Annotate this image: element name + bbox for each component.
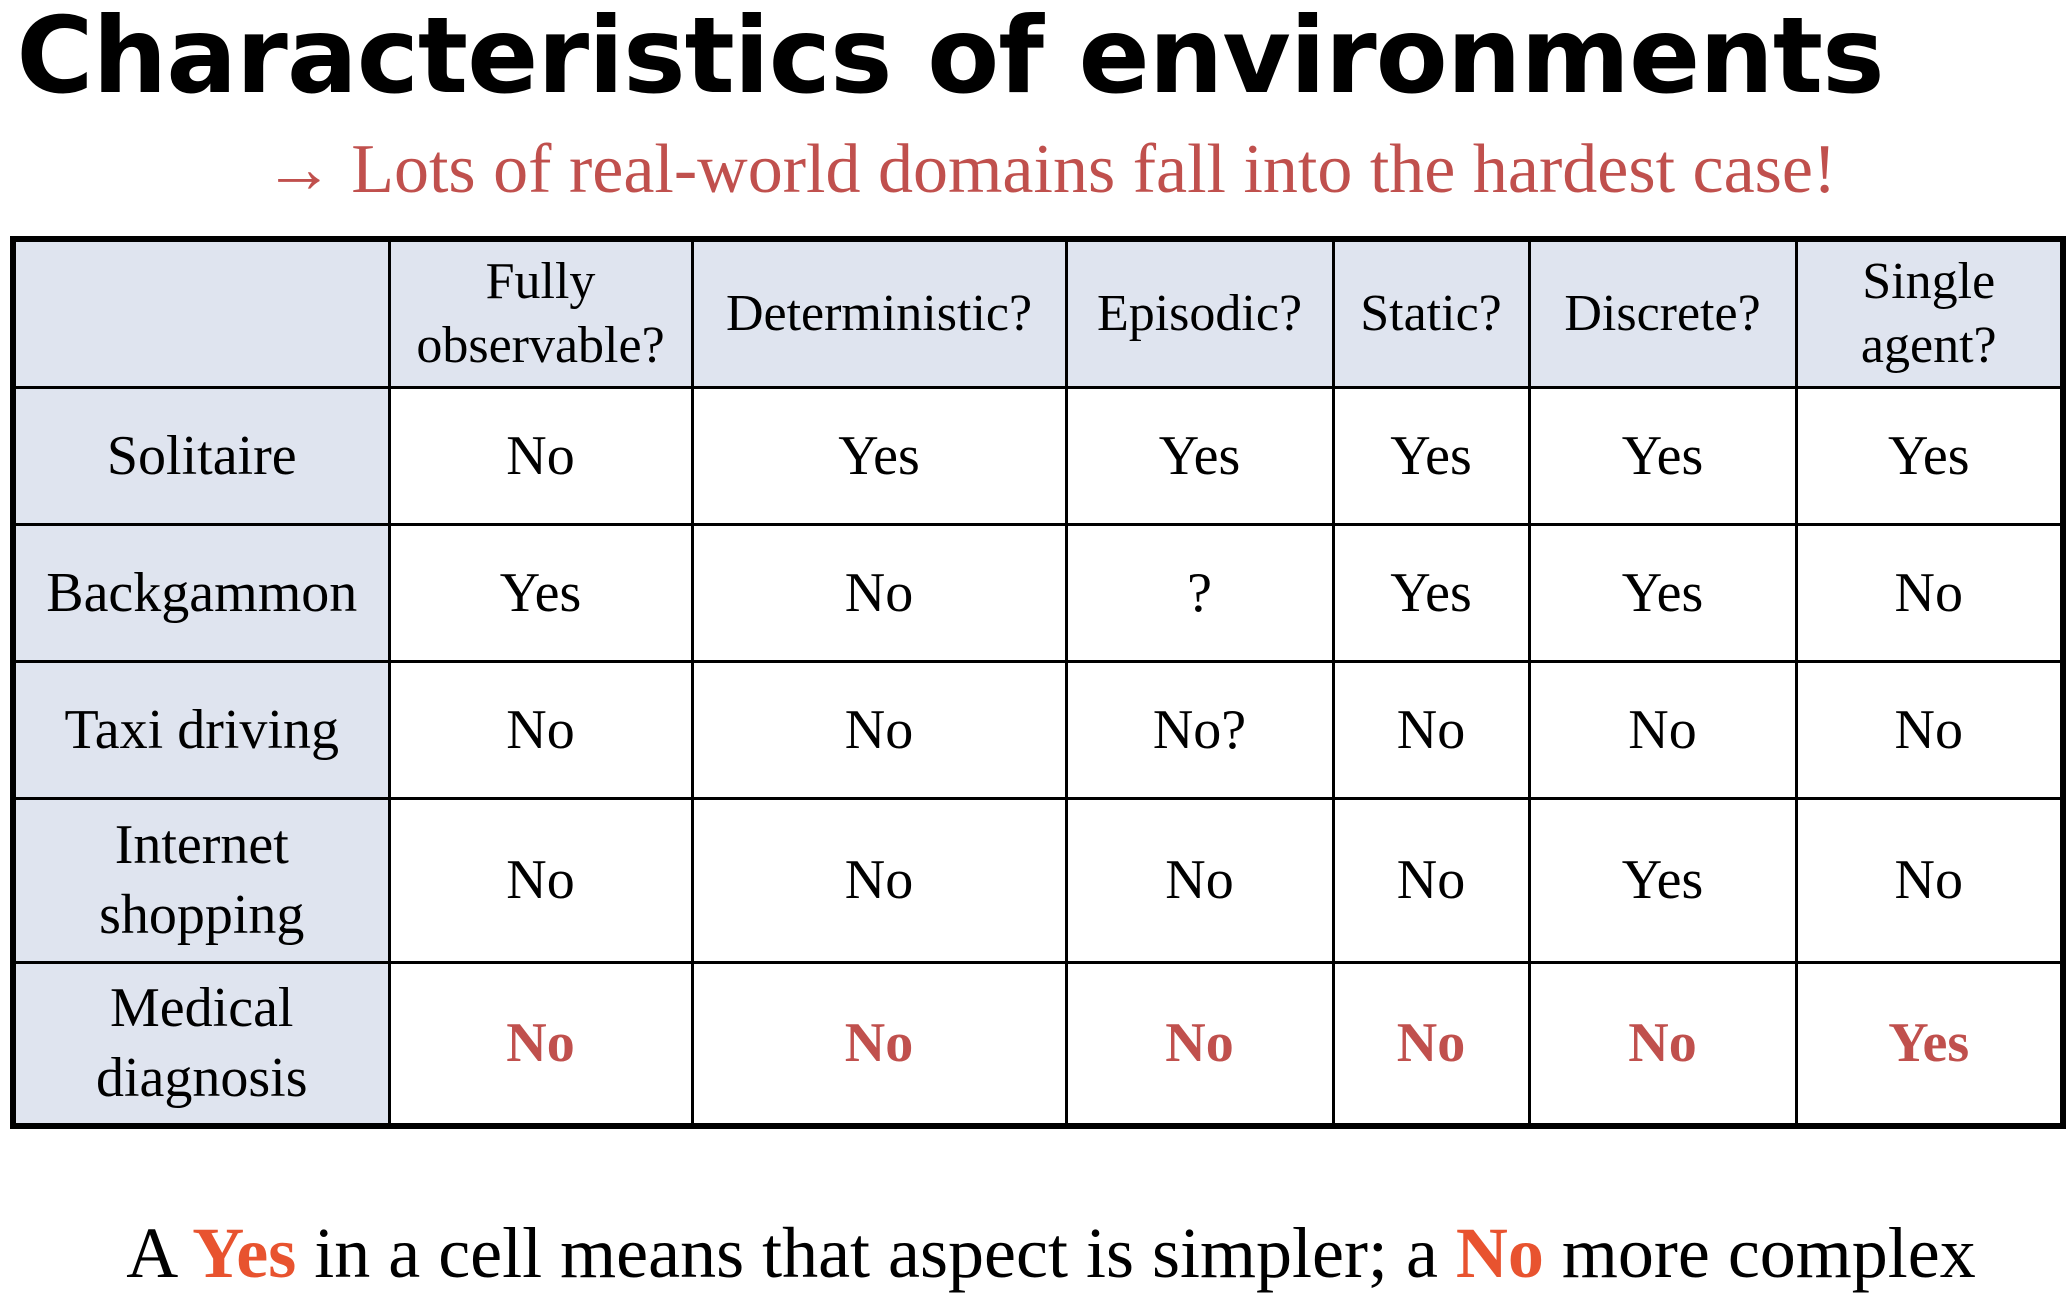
col-header-static: Static?	[1331, 237, 1531, 389]
row-header-internet-shopping: Internet shopping	[11, 796, 391, 964]
corner-cell	[11, 237, 391, 389]
table-cell: No	[690, 960, 1068, 1128]
table-cell: No	[1331, 796, 1531, 964]
footer-text: A	[126, 1213, 193, 1293]
table-cell: No	[690, 659, 1068, 800]
footer-note: A Yes in a cell means that aspect is sim…	[0, 1208, 2072, 1298]
table-cell: ?	[1064, 522, 1335, 663]
table-cell: Yes	[1064, 385, 1335, 526]
table-cell: Yes	[1527, 796, 1798, 964]
table-cell: Yes	[387, 522, 694, 663]
table-cell: No	[387, 385, 694, 526]
table-cell: No	[1794, 796, 2065, 964]
table-cell: Yes	[1331, 385, 1531, 526]
table-cell: Yes	[1794, 385, 2065, 526]
footer-text: in a cell means that aspect is simpler; …	[296, 1213, 1456, 1293]
table-row: Solitaire No Yes Yes Yes Yes Yes	[11, 385, 2065, 526]
col-header-discrete: Discrete?	[1527, 237, 1798, 389]
table-cell: Yes	[1527, 522, 1798, 663]
table-row-highlight: Medical diagnosis No No No No No Yes	[11, 960, 2065, 1128]
table-cell: Yes	[1527, 385, 1798, 526]
table-cell: No	[690, 796, 1068, 964]
table-cell: No	[690, 522, 1068, 663]
table-cell: No	[387, 659, 694, 800]
table-cell: Yes	[1331, 522, 1531, 663]
table-cell: No	[1794, 522, 2065, 663]
footer-yes-keyword: Yes	[192, 1213, 297, 1293]
table-row: Taxi driving No No No? No No No	[11, 659, 2065, 800]
table-cell: No	[1527, 659, 1798, 800]
table-row: Internet shopping No No No No Yes No	[11, 796, 2065, 964]
row-header-medical-diagnosis: Medical diagnosis	[11, 960, 391, 1128]
col-header-fully-observable: Fully observable?	[387, 237, 694, 389]
table-cell: No?	[1064, 659, 1335, 800]
footer-text: more complex	[1543, 1213, 1976, 1293]
page-title: Characteristics of environments	[16, 0, 1884, 117]
table-row: Backgammon Yes No ? Yes Yes No	[11, 522, 2065, 663]
table-cell: No	[1064, 796, 1335, 964]
table-cell: Yes	[1794, 960, 2065, 1128]
col-header-deterministic: Deterministic?	[690, 237, 1068, 389]
col-header-episodic: Episodic?	[1064, 237, 1335, 389]
row-header-backgammon: Backgammon	[11, 522, 391, 663]
subtitle: → Lots of real-world domains fall into t…	[263, 131, 1837, 208]
table-cell: No	[387, 960, 694, 1128]
table-cell: No	[1527, 960, 1798, 1128]
footer-no-keyword: No	[1455, 1213, 1544, 1293]
header-row: Fully observable? Deterministic? Episodic…	[11, 237, 2065, 389]
environment-table: Fully observable? Deterministic? Episodic…	[10, 236, 2066, 1129]
table-cell: No	[1331, 960, 1531, 1128]
table-cell: No	[1331, 659, 1531, 800]
table-cell: No	[1794, 659, 2065, 800]
table-cell: No	[387, 796, 694, 964]
col-header-single-agent: Single agent?	[1794, 237, 2065, 389]
row-header-taxi-driving: Taxi driving	[11, 659, 391, 800]
table-cell: Yes	[690, 385, 1068, 526]
table-cell: No	[1064, 960, 1335, 1128]
row-header-solitaire: Solitaire	[11, 385, 391, 526]
